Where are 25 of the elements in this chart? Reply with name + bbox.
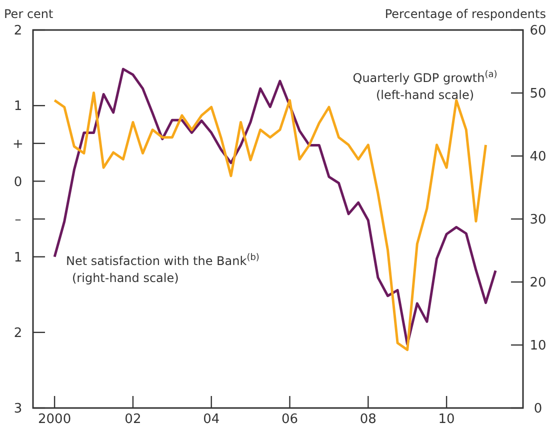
y2-tick-label: 40 [530,150,546,165]
y2-tick-label: 10 [530,338,546,354]
y2-tick-label: 50 [530,86,546,102]
x-tick-label: 10 [438,412,455,427]
y-axis-title: Per cent [4,7,54,21]
x-tick-label: 08 [360,412,376,427]
x-tick-label: 04 [203,412,220,427]
x-tick-label: 02 [124,412,142,427]
y2-axis-title: Percentage of respondents [384,7,546,21]
y2-tick-label: 0 [534,402,542,417]
y2-tick-label: 30 [530,212,546,228]
y-tick-label: 2 [14,326,22,341]
y-tick-label: 1 [14,99,22,114]
y2-tick-label: 60 [530,24,546,39]
text: Quarterly GDP growth$^{(a)}$ (left-hand scale) [352,70,498,102]
y-tick-label: – [14,212,22,228]
x-tick-label: 2000 [38,412,72,427]
y2-tick-label: 20 [530,276,546,291]
y-tick-label: 2 [14,24,22,39]
y-tick-label: 0 [14,174,22,190]
y-tick-label: + [12,136,24,152]
text: Net satisfaction with the Bank$^{(b)}$ (right-hand scale) [66,253,260,285]
y-tick-label: 1 [14,250,22,266]
x-tick-label: 06 [281,412,298,427]
y-tick-label: 3 [14,402,22,417]
